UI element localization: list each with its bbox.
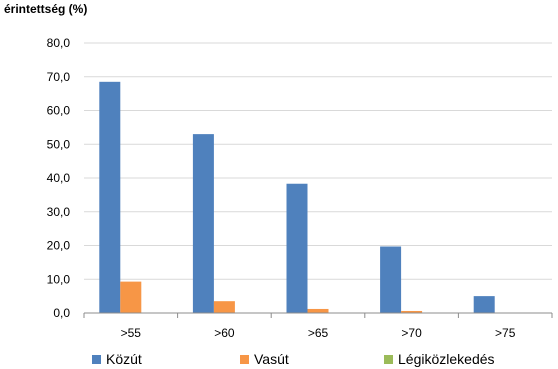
x-tick-label: >70	[401, 326, 422, 340]
bar-kozut-1	[192, 134, 214, 313]
legend-swatch-kozut	[92, 354, 101, 364]
legend-swatch-legikozlekedes	[384, 354, 393, 364]
x-tick-label: >55	[121, 326, 142, 340]
gridlines	[84, 42, 552, 280]
legend-item-legikozlekedes: Légiközlekedés	[384, 351, 495, 367]
y-tick-label: 80,0	[47, 36, 71, 50]
bar-vasut-2	[307, 308, 329, 313]
x-axis	[83, 312, 553, 318]
legend-label-kozut: Közút	[106, 351, 142, 367]
y-tick-label: 70,0	[47, 70, 71, 84]
legend-swatch-vasut	[240, 354, 249, 364]
y-tick-label: 30,0	[47, 205, 71, 219]
y-tick-label: 60,0	[47, 104, 71, 118]
bar-vasut-0	[120, 281, 142, 313]
bar-vasut-3	[401, 310, 423, 313]
legend-label-vasut: Vasút	[254, 351, 289, 367]
x-tick-label: >75	[495, 326, 516, 340]
bars	[99, 81, 495, 313]
y-tick-label: 20,0	[47, 239, 71, 253]
y-tick-label: 10,0	[47, 272, 71, 286]
bar-kozut-4	[473, 296, 495, 313]
legend-label-legikozlekedes: Légiközlekedés	[398, 351, 495, 367]
bar-kozut-3	[380, 246, 402, 313]
legend-item-kozut: Közút	[92, 351, 142, 367]
x-tick-labels: >55 >60 >65 >70 >75	[121, 326, 516, 340]
y-axis-title: érintettség (%)	[4, 2, 88, 16]
legend-item-vasut: Vasút	[240, 351, 289, 367]
y-tick-label: 50,0	[47, 137, 71, 151]
bar-kozut-2	[286, 183, 308, 313]
bar-kozut-0	[99, 81, 121, 313]
y-tick-labels: 0,0 10,0 20,0 30,0 40,0 50,0 60,0 70,0 80,0	[47, 36, 71, 320]
x-tick-label: >65	[308, 326, 329, 340]
y-tick-label: 0,0	[53, 306, 70, 320]
bar-vasut-1	[213, 301, 235, 313]
bar-chart: 0,010,020,030,040,050,060,070,080,0 >55 >…	[47, 36, 553, 340]
x-tick-label: >60	[214, 326, 235, 340]
y-tick-label: 40,0	[47, 171, 71, 185]
